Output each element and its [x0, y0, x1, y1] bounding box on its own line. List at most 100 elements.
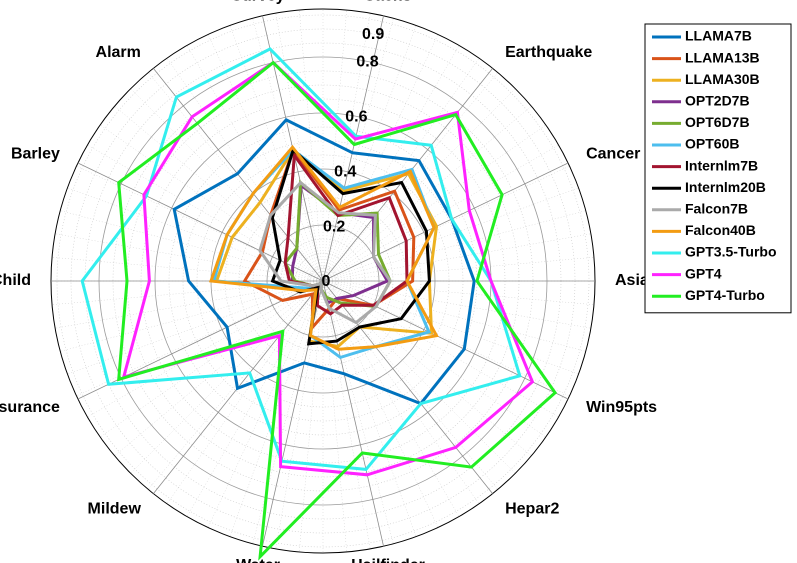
- grid-spoke-minor: [322, 280, 579, 375]
- grid-spoke-minor: [147, 72, 324, 282]
- grid-spoke-minor: [76, 165, 324, 282]
- grid-spoke-minor: [322, 165, 570, 282]
- grid-spoke-minor: [275, 13, 324, 282]
- grid-spoke-minor: [322, 280, 516, 474]
- axis-spoke-hepar2: [322, 280, 493, 494]
- legend-box: [644, 23, 792, 314]
- legend-label-gpt3-5-turbo: GPT3.5-Turbo: [685, 244, 777, 260]
- grid-spoke-minor: [322, 233, 591, 282]
- grid-spoke-minor: [322, 280, 417, 537]
- grid-spoke-minor: [322, 18, 394, 282]
- radial-tick-label: 0.4: [334, 163, 356, 180]
- axis-spoke-win95pts: [322, 280, 569, 400]
- radial-tick-label: 0.9: [362, 26, 384, 43]
- grid-spoke-minor: [186, 280, 324, 517]
- grid-spoke-minor: [322, 257, 594, 282]
- radial-tick-label: 0.2: [323, 218, 345, 235]
- legend-label-internlm7b: Internlm7B: [685, 157, 758, 173]
- grid-spoke-minor: [322, 105, 532, 282]
- axis-label-survey: Survey: [231, 0, 284, 5]
- legend-label-internlm20b: Internlm20B: [685, 179, 766, 195]
- grid-spoke-minor: [87, 144, 324, 282]
- axis-label-win95pts: Win95pts: [586, 399, 657, 416]
- series-internlm7b: [283, 151, 409, 316]
- series-falcon40b: [208, 144, 439, 351]
- grid-spoke-minor: [299, 280, 324, 552]
- axis-label-mildew: Mildew: [88, 501, 142, 518]
- axis-spoke-hailfinder: [322, 280, 384, 547]
- grid-spoke-minor: [322, 280, 371, 549]
- grid-spoke-minor: [114, 105, 324, 282]
- grid-spoke-minor: [67, 187, 324, 282]
- series-falcon7b: [258, 180, 392, 325]
- grid-spoke-minor: [322, 280, 439, 528]
- axis-spoke-cancer: [322, 162, 569, 282]
- legend-label-llama30b: LLAMA30B: [685, 71, 760, 87]
- grid-spoke-minor: [322, 25, 417, 282]
- radar-series: [80, 47, 558, 561]
- grid-spoke-minor: [299, 10, 324, 282]
- series-llama7b: [172, 118, 476, 406]
- legend-label-gpt4-turbo: GPT4-Turbo: [685, 287, 765, 303]
- axis-label-alarm: Alarm: [96, 44, 141, 61]
- axis-label-child: Child: [0, 272, 31, 289]
- legend-label-opt6d7b: OPT6D7B: [685, 114, 750, 130]
- grid-spoke-minor: [229, 25, 324, 282]
- grid-spoke-minor: [130, 280, 324, 474]
- axis-spoke-sachs: [322, 15, 384, 282]
- grid-spoke-minor: [322, 280, 532, 457]
- axis-label-water: Water: [236, 557, 280, 563]
- grid-spoke-minor: [322, 280, 347, 552]
- grid-spoke-minor: [252, 18, 324, 282]
- axis-label-hailfinder: Hailfinder: [351, 557, 425, 563]
- grid-spoke-minor: [322, 45, 460, 282]
- grid-spoke-minor: [322, 280, 594, 305]
- grid-spoke-minor: [322, 280, 460, 517]
- grid-spoke-minor: [322, 280, 394, 544]
- grid-spoke-minor: [322, 13, 371, 282]
- axis-label-sachs: Sachs: [364, 0, 411, 5]
- grid-spoke-minor: [100, 280, 324, 438]
- legend-label-opt60b: OPT60B: [685, 136, 739, 152]
- grid-spoke-minor: [67, 280, 324, 375]
- axis-label-asia: Asia: [615, 272, 649, 289]
- grid-spoke-minor: [55, 233, 324, 282]
- grid-spoke-minor: [322, 58, 480, 282]
- series-internlm20b: [270, 147, 431, 346]
- grid-spoke-minor: [60, 210, 324, 282]
- axis-label-earthquake: Earthquake: [505, 44, 592, 61]
- legend-label-falcon40b: Falcon40B: [685, 222, 756, 238]
- axis-label-barley: Barley: [11, 146, 60, 163]
- series-gpt4-turbo: [117, 60, 558, 561]
- grid-spoke-minor: [114, 280, 324, 457]
- grid-spoke-minor: [322, 124, 546, 282]
- legend-label-falcon7b: Falcon7B: [685, 201, 748, 217]
- series-gpt4: [121, 60, 535, 477]
- grid-spoke-minor: [322, 280, 570, 397]
- legend-label-opt2d7b: OPT2D7B: [685, 93, 750, 109]
- axis-label-cancer: Cancer: [586, 146, 640, 163]
- grid-spoke-minor: [322, 187, 579, 282]
- grid-spoke-minor: [166, 58, 324, 282]
- grid-spoke-minor: [322, 210, 586, 282]
- radial-tick-label: 0.6: [345, 109, 367, 126]
- legend: LLAMA7B LLAMA13B LLAMA30B OPT2D7B OPT6D7B OPT…: [644, 23, 792, 314]
- grid-spoke-minor: [166, 280, 324, 504]
- grid-spoke-minor: [207, 280, 324, 528]
- grid-spoke-minor: [87, 280, 324, 418]
- legend-label-llama7b: LLAMA7B: [685, 28, 752, 44]
- legend-label-gpt4: GPT4: [685, 265, 722, 281]
- radial-tick-label: 0.8: [356, 54, 378, 71]
- legend-label-llama13b: LLAMA13B: [685, 49, 760, 65]
- grid-spoke-minor: [130, 88, 324, 282]
- grid-spoke-minor: [322, 280, 586, 352]
- axis-label-insurance: Insurance: [0, 399, 60, 416]
- grid-spoke-minor: [322, 280, 499, 490]
- grid-spoke-minor: [322, 144, 559, 282]
- grid-spoke-minor: [186, 45, 324, 282]
- grid-spoke-minor: [207, 34, 324, 282]
- axis-label-hepar2: Hepar2: [505, 501, 559, 518]
- grid-spoke-minor: [60, 280, 324, 352]
